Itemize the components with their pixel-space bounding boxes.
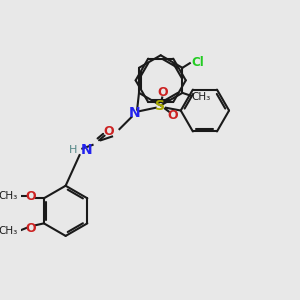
Text: N: N	[128, 106, 140, 120]
Text: O: O	[26, 221, 36, 235]
Text: O: O	[157, 86, 167, 99]
Text: H: H	[68, 146, 77, 155]
Text: O: O	[26, 190, 36, 203]
Text: CH₃: CH₃	[0, 226, 18, 236]
Text: S: S	[155, 99, 165, 113]
Text: N: N	[80, 143, 92, 158]
Text: O: O	[103, 125, 114, 138]
Text: O: O	[167, 109, 178, 122]
Text: CH₃: CH₃	[192, 92, 211, 102]
Text: CH₃: CH₃	[0, 191, 18, 201]
Text: Cl: Cl	[192, 56, 205, 69]
